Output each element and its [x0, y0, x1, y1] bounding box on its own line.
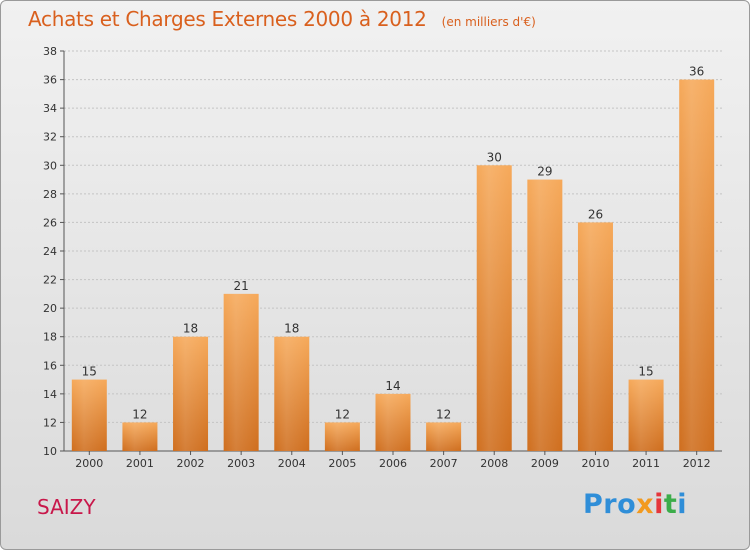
bar-shine-2005	[324, 422, 360, 451]
bar-shine-2010	[577, 222, 613, 451]
x-tick-label-2005: 2005	[328, 457, 356, 470]
value-label-2009: 29	[537, 165, 552, 179]
y-tick-label: 10	[43, 445, 57, 458]
bar-shine-2000	[71, 379, 107, 451]
y-tick-label: 12	[43, 416, 57, 429]
value-label-2007: 12	[436, 407, 451, 421]
logo-part: Pro	[583, 489, 637, 520]
value-label-2001: 12	[132, 407, 147, 421]
y-tick-label: 16	[43, 359, 57, 372]
x-tick-label-2010: 2010	[581, 457, 609, 470]
y-tick-label: 32	[43, 131, 57, 144]
bar-shine-2003	[223, 293, 259, 451]
chart-unit: (en milliers d'€)	[441, 15, 536, 29]
logo-part: i	[677, 489, 688, 520]
logo-part: t	[663, 489, 678, 520]
x-tick-label-2003: 2003	[227, 457, 255, 470]
bar-shine-2006	[375, 393, 411, 451]
bar-shine-2012	[679, 79, 715, 452]
x-tick-label-2007: 2007	[430, 457, 458, 470]
bar-shine-2011	[628, 379, 664, 451]
y-tick-label: 26	[43, 216, 57, 229]
bar-shine-2009	[527, 179, 563, 452]
y-tick-label: 38	[43, 45, 57, 58]
logo-part: i	[654, 489, 664, 520]
value-label-2005: 12	[335, 407, 350, 421]
value-label-2004: 18	[284, 322, 299, 336]
bar-shine-2008	[476, 165, 512, 452]
x-tick-label-2009: 2009	[531, 457, 559, 470]
y-tick-label: 36	[43, 74, 57, 87]
y-tick-label: 20	[43, 302, 57, 315]
x-tick-label-2000: 2000	[75, 457, 103, 470]
x-tick-label-2002: 2002	[177, 457, 205, 470]
y-tick-label: 28	[43, 188, 57, 201]
value-label-2008: 30	[487, 150, 502, 164]
bar-shine-2004	[274, 336, 310, 451]
y-tick-label: 34	[43, 102, 57, 115]
x-tick-label-2004: 2004	[278, 457, 306, 470]
y-tick-label: 30	[43, 159, 57, 172]
value-label-2003: 21	[234, 279, 249, 293]
bar-layer: 15 12 18 21 18 12 14 12 30 29 26 15 36	[71, 65, 715, 452]
x-tick-label-2001: 2001	[126, 457, 154, 470]
x-tick-label-2006: 2006	[379, 457, 407, 470]
value-label-2012: 36	[689, 65, 704, 79]
value-label-2002: 18	[183, 322, 198, 336]
y-tick-label: 24	[43, 245, 57, 258]
x-tick-label-2008: 2008	[480, 457, 508, 470]
y-tick-label: 14	[43, 388, 57, 401]
commune-name: SAIZY	[37, 495, 96, 519]
bar-shine-2007	[426, 422, 462, 451]
value-label-2011: 15	[638, 365, 653, 379]
chart-title: Achats et Charges Externes 2000 à 2012	[28, 7, 427, 31]
bar-shine-2001	[122, 422, 158, 451]
value-label-2010: 26	[588, 207, 603, 221]
proxiti-logo: Proxiti	[583, 489, 687, 520]
value-label-2000: 15	[82, 365, 97, 379]
y-tick-label: 18	[43, 331, 57, 344]
value-label-2006: 14	[385, 379, 400, 393]
x-tick-label-2012: 2012	[683, 457, 711, 470]
y-tick-label: 22	[43, 274, 57, 287]
logo-part: x	[636, 489, 655, 520]
bar-shine-2002	[173, 336, 209, 451]
x-tick-label-2011: 2011	[632, 457, 660, 470]
title-block: Achats et Charges Externes 2000 à 2012 (…	[28, 7, 536, 31]
